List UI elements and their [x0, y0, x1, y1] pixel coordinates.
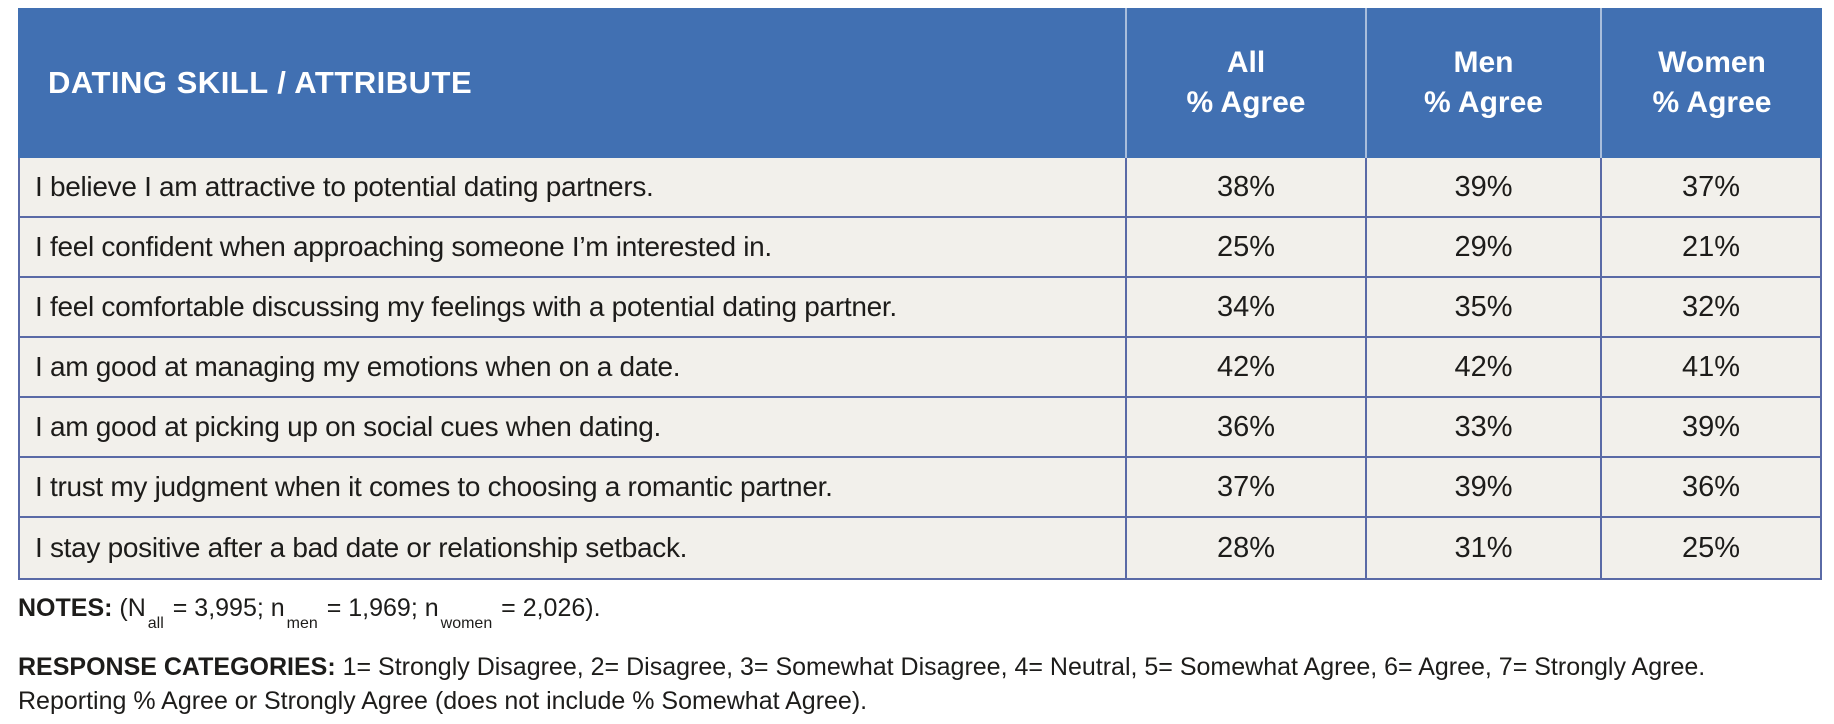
response-categories-line2: Reporting % Agree or Strongly Agree (doe… — [18, 687, 868, 715]
women-value-cell: 41% — [1600, 338, 1820, 396]
response-categories-text: 1= Strongly Disagree, 2= Disagree, 3= So… — [335, 653, 1706, 681]
women-value-cell: 32% — [1600, 278, 1820, 336]
table-row: I trust my judgment when it comes to cho… — [20, 458, 1820, 518]
header-col-women-line2: % Agree — [1652, 86, 1772, 119]
all-value-cell: 28% — [1125, 518, 1365, 578]
women-value-cell: 37% — [1600, 158, 1820, 216]
header-col-women: Women % Agree — [1600, 8, 1822, 158]
all-value-cell: 34% — [1125, 278, 1365, 336]
men-value-cell: 39% — [1365, 158, 1600, 216]
notes-text-pre: (N — [112, 594, 146, 622]
all-value-cell: 42% — [1125, 338, 1365, 396]
notes-label: NOTES: — [18, 594, 113, 622]
men-value-cell: 39% — [1365, 458, 1600, 516]
response-categories-line1: RESPONSE CATEGORIES: 1= Strongly Disagre… — [18, 650, 1705, 684]
dating-skills-table: DATING SKILL / ATTRIBUTE All % Agree Men… — [18, 8, 1822, 580]
notes-text-mid2: = 1,969; n — [319, 594, 439, 622]
notes-subscript-men: men — [286, 615, 318, 632]
attribute-cell: I trust my judgment when it comes to cho… — [35, 471, 833, 502]
header-col-men-line2: % Agree — [1424, 86, 1543, 119]
attribute-cell: I am good at managing my emotions when o… — [35, 351, 681, 382]
all-value-cell: 36% — [1125, 398, 1365, 456]
notes-text-end: = 2,026). — [494, 594, 601, 622]
all-value-cell: 38% — [1125, 158, 1365, 216]
header-col-all-line2: % Agree — [1186, 86, 1306, 119]
women-value-cell: 25% — [1600, 518, 1820, 578]
table-row: I believe I am attractive to potential d… — [20, 158, 1820, 218]
header-col-men-line1: Men — [1453, 46, 1514, 79]
table-row: I am good at picking up on social cues w… — [20, 398, 1820, 458]
notes-line: NOTES: (Nall = 3,995; nmen = 1,969; nwom… — [18, 594, 601, 632]
attribute-cell: I am good at picking up on social cues w… — [35, 411, 661, 442]
header-attribute-label: DATING SKILL / ATTRIBUTE — [48, 65, 473, 100]
women-value-cell: 39% — [1600, 398, 1820, 456]
men-value-cell: 42% — [1365, 338, 1600, 396]
notes-text-mid1: = 3,995; n — [165, 594, 285, 622]
attribute-cell: I believe I am attractive to potential d… — [35, 171, 654, 202]
all-value-cell: 37% — [1125, 458, 1365, 516]
women-value-cell: 21% — [1600, 218, 1820, 276]
table-row: I stay positive after a bad date or rela… — [20, 518, 1820, 578]
attribute-cell: I feel confident when approaching someon… — [35, 231, 772, 262]
table-body: I believe I am attractive to potential d… — [18, 158, 1822, 580]
table-row: I feel comfortable discussing my feeling… — [20, 278, 1820, 338]
header-col-women-line1: Women — [1658, 46, 1766, 79]
response-categories-block: RESPONSE CATEGORIES: 1= Strongly Disagre… — [18, 650, 1705, 718]
women-value-cell: 36% — [1600, 458, 1820, 516]
all-value-cell: 25% — [1125, 218, 1365, 276]
attribute-cell: I feel comfortable discussing my feeling… — [35, 291, 897, 322]
notes-subscript-women: women — [440, 615, 493, 632]
table-row: I feel confident when approaching someon… — [20, 218, 1820, 278]
header-col-men: Men % Agree — [1365, 8, 1600, 158]
header-col-all-line1: All — [1226, 46, 1266, 79]
attribute-cell: I stay positive after a bad date or rela… — [35, 532, 688, 563]
men-value-cell: 35% — [1365, 278, 1600, 336]
table-row: I am good at managing my emotions when o… — [20, 338, 1820, 398]
men-value-cell: 31% — [1365, 518, 1600, 578]
notes-subscript-all: all — [147, 615, 164, 632]
table-header-row: DATING SKILL / ATTRIBUTE All % Agree Men… — [18, 8, 1822, 158]
response-categories-label: RESPONSE CATEGORIES: — [18, 653, 336, 681]
men-value-cell: 33% — [1365, 398, 1600, 456]
header-col-all: All % Agree — [1125, 8, 1365, 158]
men-value-cell: 29% — [1365, 218, 1600, 276]
